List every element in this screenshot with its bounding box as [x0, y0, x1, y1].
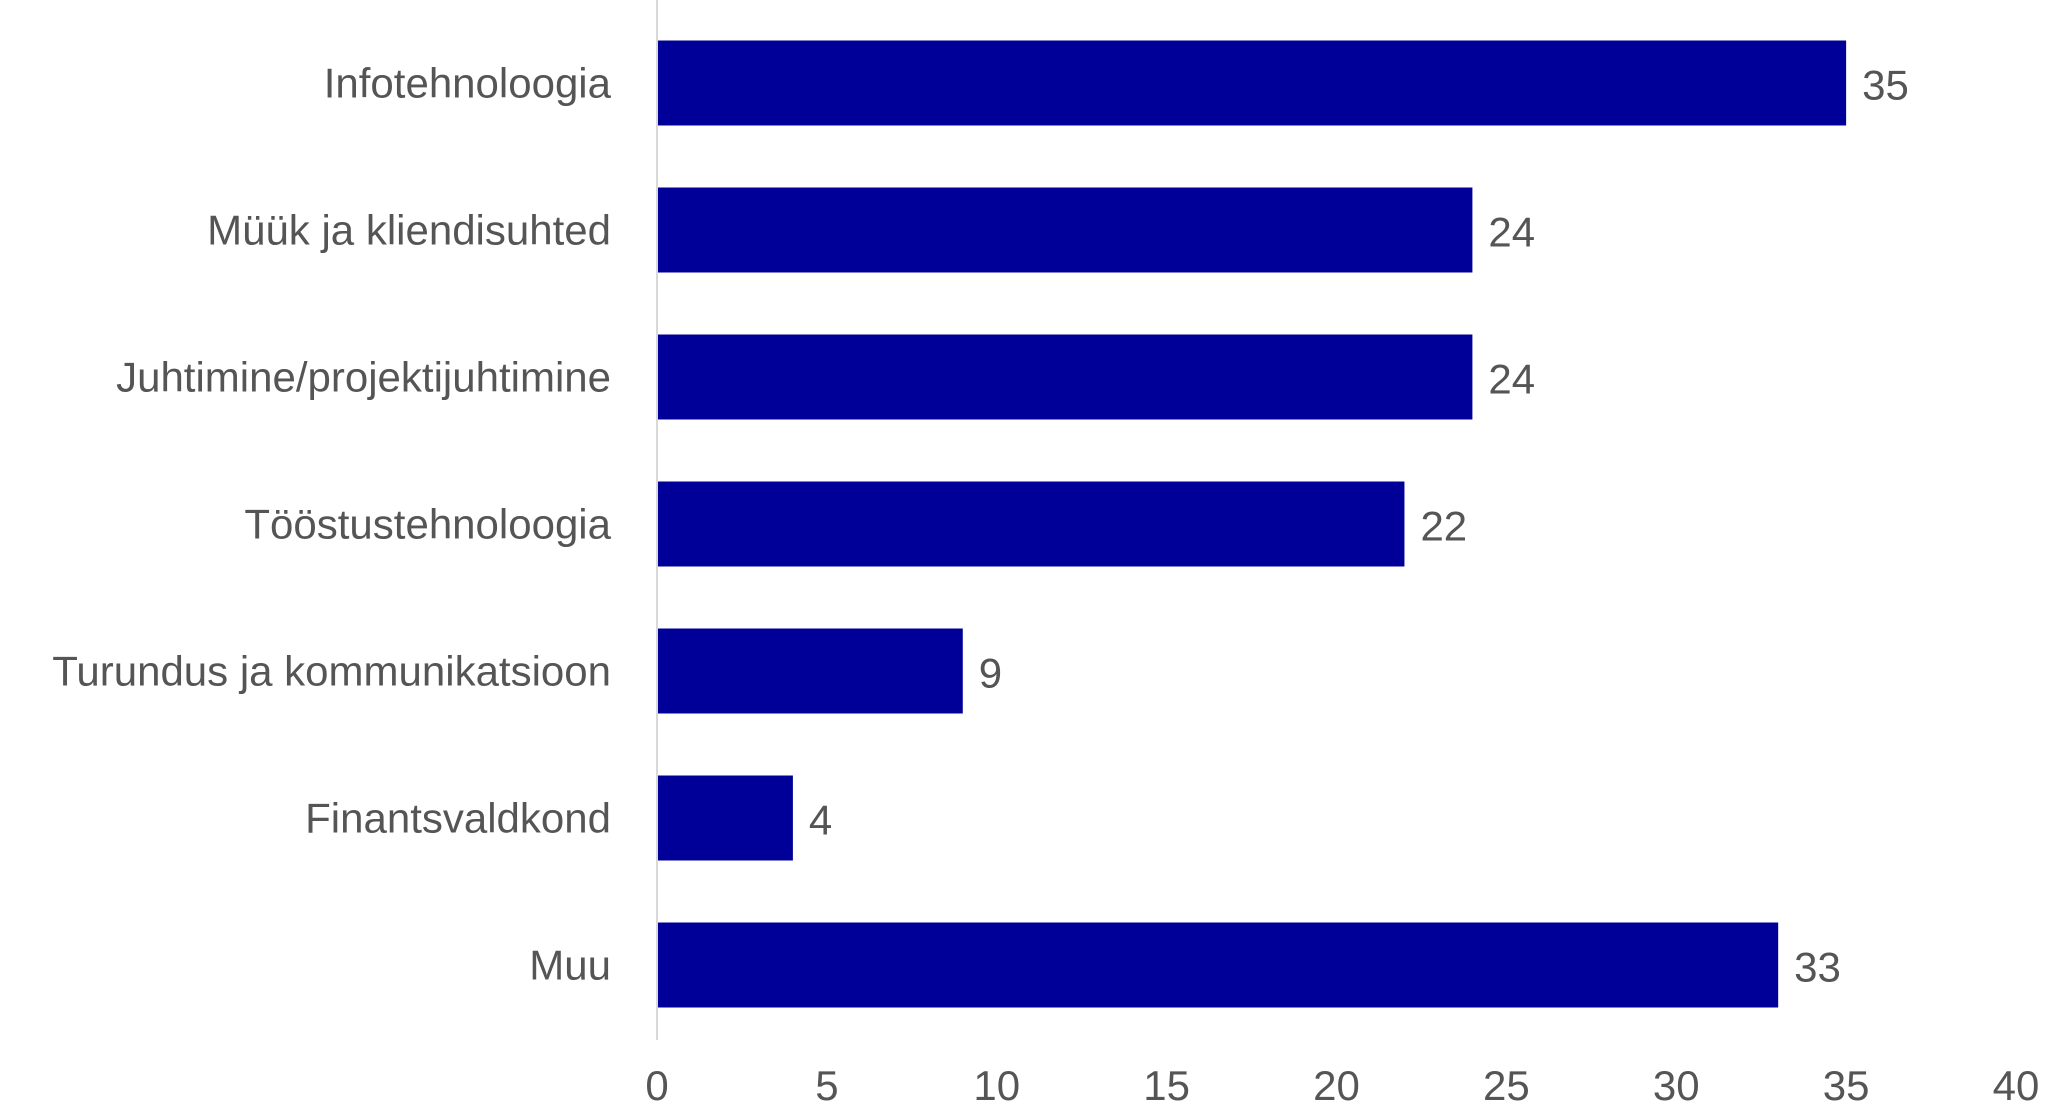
category-label: Tööstustehnoloogia: [244, 501, 611, 548]
data-label: 4: [809, 797, 832, 844]
bar: [657, 922, 1779, 1008]
data-label: 22: [1420, 503, 1467, 550]
category-label: Turundus ja kommunikatsioon: [52, 648, 611, 695]
value-labels: 35 24 24 22 9 4 33: [809, 62, 1909, 991]
x-tick-label: 40: [1993, 1062, 2040, 1109]
category-label: Müük ja kliendisuhted: [207, 207, 611, 254]
x-tick-label: 5: [815, 1062, 838, 1109]
category-label: Muu: [529, 942, 611, 989]
x-tick-label: 20: [1313, 1062, 1360, 1109]
category-labels: Infotehnoloogia Müük ja kliendisuhted Juht…: [52, 60, 611, 989]
bars-group: [657, 40, 1847, 1008]
x-tick-label: 0: [645, 1062, 668, 1109]
data-label: 24: [1488, 356, 1535, 403]
data-label: 33: [1794, 944, 1841, 991]
bar: [657, 481, 1405, 567]
x-tick-label: 10: [973, 1062, 1020, 1109]
bar: [657, 628, 963, 714]
x-tick-label: 35: [1823, 1062, 1870, 1109]
x-tick-label: 30: [1653, 1062, 1700, 1109]
x-tick-label: 15: [1143, 1062, 1190, 1109]
bar: [657, 187, 1473, 273]
x-tick-label: 25: [1483, 1062, 1530, 1109]
bar: [657, 40, 1847, 126]
data-label: 9: [979, 650, 1002, 697]
category-label: Juhtimine/projektijuhtimine: [116, 354, 611, 401]
x-axis-tick-labels: 0 5 10 15 20 25 30 35 40: [645, 1062, 2039, 1109]
bar: [657, 334, 1473, 420]
data-label: 24: [1488, 209, 1535, 256]
category-label: Finantsvaldkond: [305, 795, 611, 842]
bar: [657, 775, 793, 861]
data-label: 35: [1862, 62, 1909, 109]
category-label: Infotehnoloogia: [324, 60, 612, 107]
